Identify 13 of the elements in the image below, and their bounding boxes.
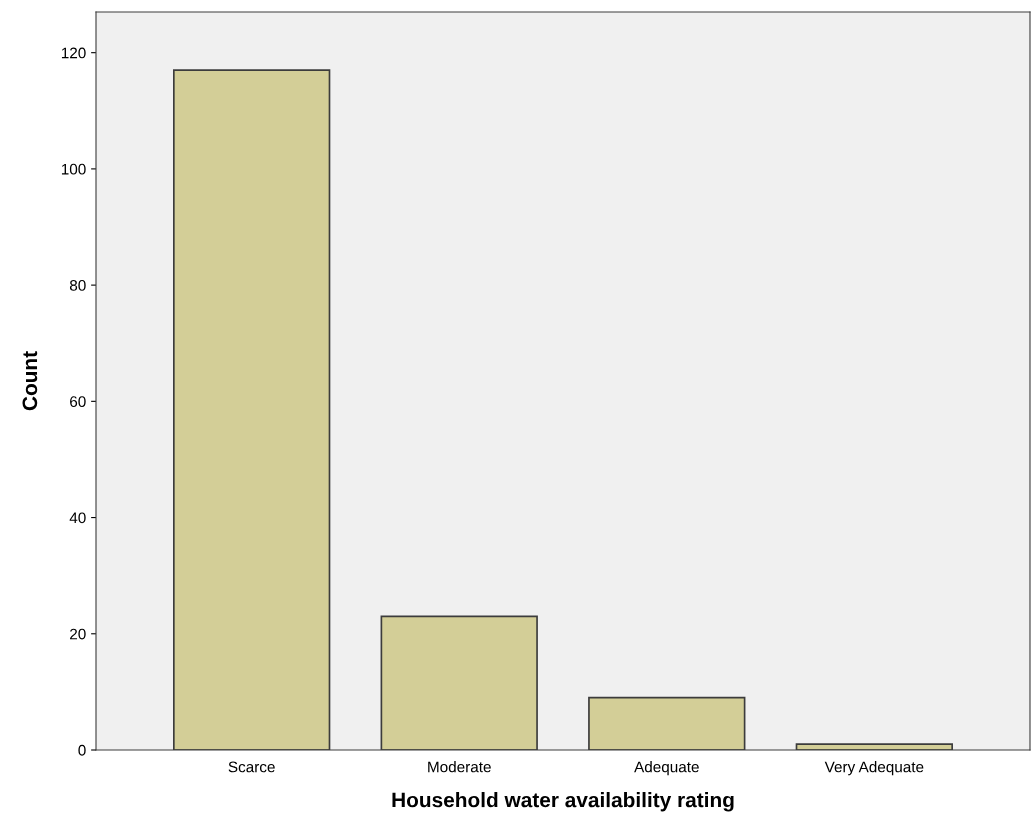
y-tick-label: 60 [70, 396, 86, 408]
x-tick-label: Moderate [428, 761, 491, 773]
x-tick-label: Scarce [228, 761, 275, 773]
y-tick-label: 40 [69, 512, 86, 524]
y-axis-title: Count [22, 351, 38, 411]
y-tick-label: 0 [78, 744, 86, 756]
x-tick-label: Very Adequate [824, 761, 924, 776]
y-tick-label: 100 [61, 163, 86, 175]
y-tick-label: 20 [70, 628, 86, 640]
y-tick-label: 120 [61, 47, 86, 59]
x-tick-label: Adequate [634, 761, 699, 776]
y-tick-label: 80 [69, 279, 86, 291]
x-axis-title: Household water availability rating [392, 792, 734, 812]
